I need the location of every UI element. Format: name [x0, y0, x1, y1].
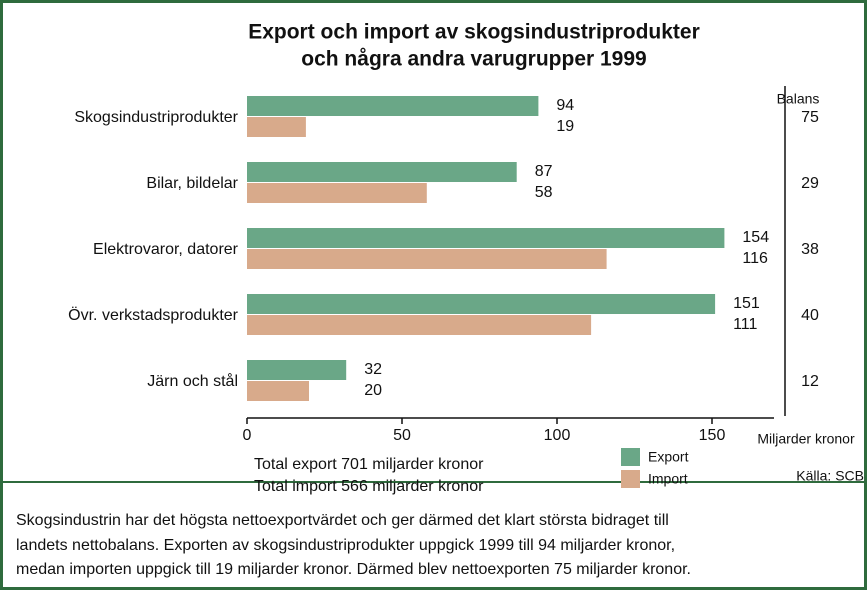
bar	[247, 162, 517, 182]
category-label: Bilar, bildelar	[146, 175, 238, 192]
value-label: 20	[364, 382, 382, 399]
x-tick-label: 100	[544, 427, 571, 444]
bar	[247, 381, 309, 401]
bar	[247, 228, 725, 248]
value-label: 151	[733, 295, 760, 312]
bar	[247, 183, 427, 203]
value-label: 111	[733, 316, 757, 333]
total: Total import 566 miljarder kronor	[254, 478, 484, 495]
category-label: Skogsindustriprodukter	[74, 109, 238, 126]
balance-value: 12	[801, 373, 819, 390]
value-label: 19	[556, 118, 574, 135]
caption: landets nettobalans. Exporten av skogsin…	[16, 537, 675, 554]
value-label: 58	[535, 184, 553, 201]
value-label: 94	[556, 97, 574, 114]
bar	[247, 117, 306, 137]
caption: medan importen uppgick till 19 miljarder…	[16, 561, 691, 578]
category-label: Elektrovaror, datorer	[93, 241, 239, 258]
legend-swatch	[621, 448, 640, 466]
bar	[247, 360, 347, 380]
legend-label: Import	[648, 471, 688, 487]
value-label: 154	[742, 229, 769, 246]
x-tick-label: 50	[393, 427, 411, 444]
value-label: 32	[364, 361, 382, 378]
bar	[247, 315, 592, 335]
source: Källa: SCB	[796, 468, 864, 484]
x-tick-label: 150	[699, 427, 726, 444]
balance-value: 40	[801, 307, 819, 324]
bar	[247, 96, 539, 116]
balance-header: Balans	[777, 91, 820, 107]
value-label: 87	[535, 163, 553, 180]
chart-title: Export och import av skogsindustriproduk…	[248, 21, 700, 44]
value-label: 116	[742, 250, 768, 267]
category-label: Järn och stål	[147, 372, 238, 390]
caption: Skogsindustrin har det högsta nettoexpor…	[16, 512, 669, 529]
balance-value: 29	[801, 175, 819, 192]
chart-title: och några andra varugrupper 1999	[301, 48, 646, 71]
category-label: Övr. verkstadsprodukter	[68, 306, 239, 324]
x-axis-label: Miljarder kronor	[757, 431, 855, 447]
total: Total export 701 miljarder kronor	[254, 456, 484, 473]
bar	[247, 249, 607, 269]
balance-value: 75	[801, 109, 819, 126]
legend-swatch	[621, 470, 640, 488]
legend-label: Export	[648, 449, 689, 465]
balance-value: 38	[801, 241, 819, 258]
bar	[247, 294, 716, 314]
x-tick-label: 0	[243, 427, 252, 444]
